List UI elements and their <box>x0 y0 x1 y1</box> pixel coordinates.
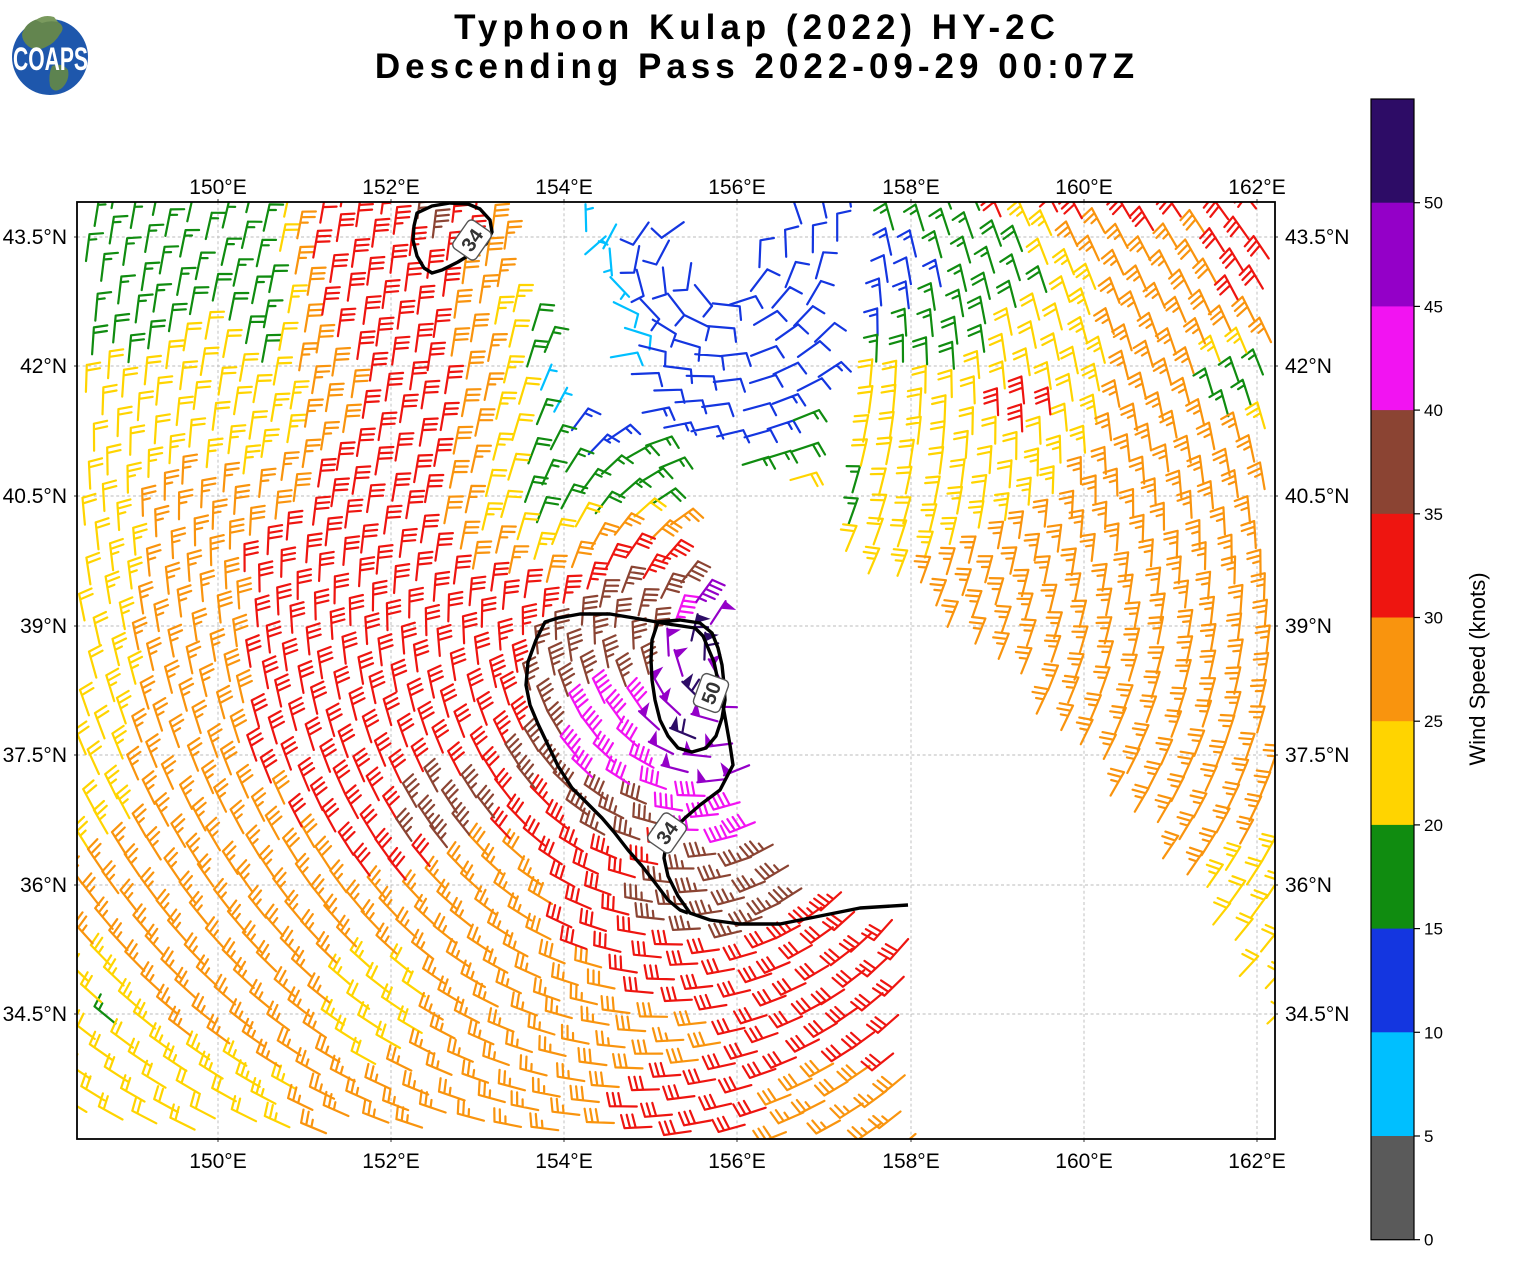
svg-text:40.5°N: 40.5°N <box>3 485 67 508</box>
svg-text:152°E: 152°E <box>362 1150 419 1173</box>
svg-text:162°E: 162°E <box>1228 1150 1285 1173</box>
svg-text:30: 30 <box>1424 609 1443 628</box>
svg-text:156°E: 156°E <box>708 176 765 199</box>
svg-text:42°N: 42°N <box>1285 355 1332 378</box>
svg-text:5: 5 <box>1424 1127 1433 1146</box>
svg-text:154°E: 154°E <box>535 176 592 199</box>
svg-text:152°E: 152°E <box>362 176 419 199</box>
svg-text:34.5°N: 34.5°N <box>1285 1003 1349 1026</box>
svg-text:15: 15 <box>1424 920 1443 939</box>
svg-text:Wind Speed (knots): Wind Speed (knots) <box>1465 572 1490 765</box>
svg-text:COAPS: COAPS <box>13 41 88 77</box>
svg-text:37.5°N: 37.5°N <box>1285 744 1349 767</box>
svg-text:45: 45 <box>1424 297 1443 316</box>
svg-text:39°N: 39°N <box>20 615 67 638</box>
svg-text:34.5°N: 34.5°N <box>3 1003 67 1026</box>
svg-text:39°N: 39°N <box>1285 615 1332 638</box>
svg-text:0: 0 <box>1424 1231 1433 1250</box>
svg-text:42°N: 42°N <box>20 355 67 378</box>
svg-text:Descending Pass 2022-09-29 00:: Descending Pass 2022-09-29 00:07Z <box>375 47 1139 86</box>
svg-text:160°E: 160°E <box>1055 176 1112 199</box>
svg-text:150°E: 150°E <box>189 1150 246 1173</box>
svg-text:36°N: 36°N <box>1285 874 1332 897</box>
svg-text:40: 40 <box>1424 401 1443 420</box>
svg-text:20: 20 <box>1424 816 1443 835</box>
svg-text:43.5°N: 43.5°N <box>3 226 67 249</box>
svg-text:158°E: 158°E <box>882 1150 939 1173</box>
svg-text:25: 25 <box>1424 712 1443 731</box>
svg-text:154°E: 154°E <box>535 1150 592 1173</box>
svg-text:50: 50 <box>1424 194 1443 213</box>
svg-text:43.5°N: 43.5°N <box>1285 226 1349 249</box>
svg-text:156°E: 156°E <box>708 1150 765 1173</box>
svg-text:37.5°N: 37.5°N <box>3 744 67 767</box>
svg-text:158°E: 158°E <box>882 176 939 199</box>
svg-text:162°E: 162°E <box>1228 176 1285 199</box>
svg-text:36°N: 36°N <box>20 874 67 897</box>
svg-text:10: 10 <box>1424 1023 1443 1042</box>
svg-text:160°E: 160°E <box>1055 1150 1112 1173</box>
svg-text:Typhoon Kulap (2022) HY-2C: Typhoon Kulap (2022) HY-2C <box>454 8 1060 47</box>
svg-text:35: 35 <box>1424 505 1443 524</box>
svg-text:40.5°N: 40.5°N <box>1285 485 1349 508</box>
svg-text:150°E: 150°E <box>189 176 246 199</box>
